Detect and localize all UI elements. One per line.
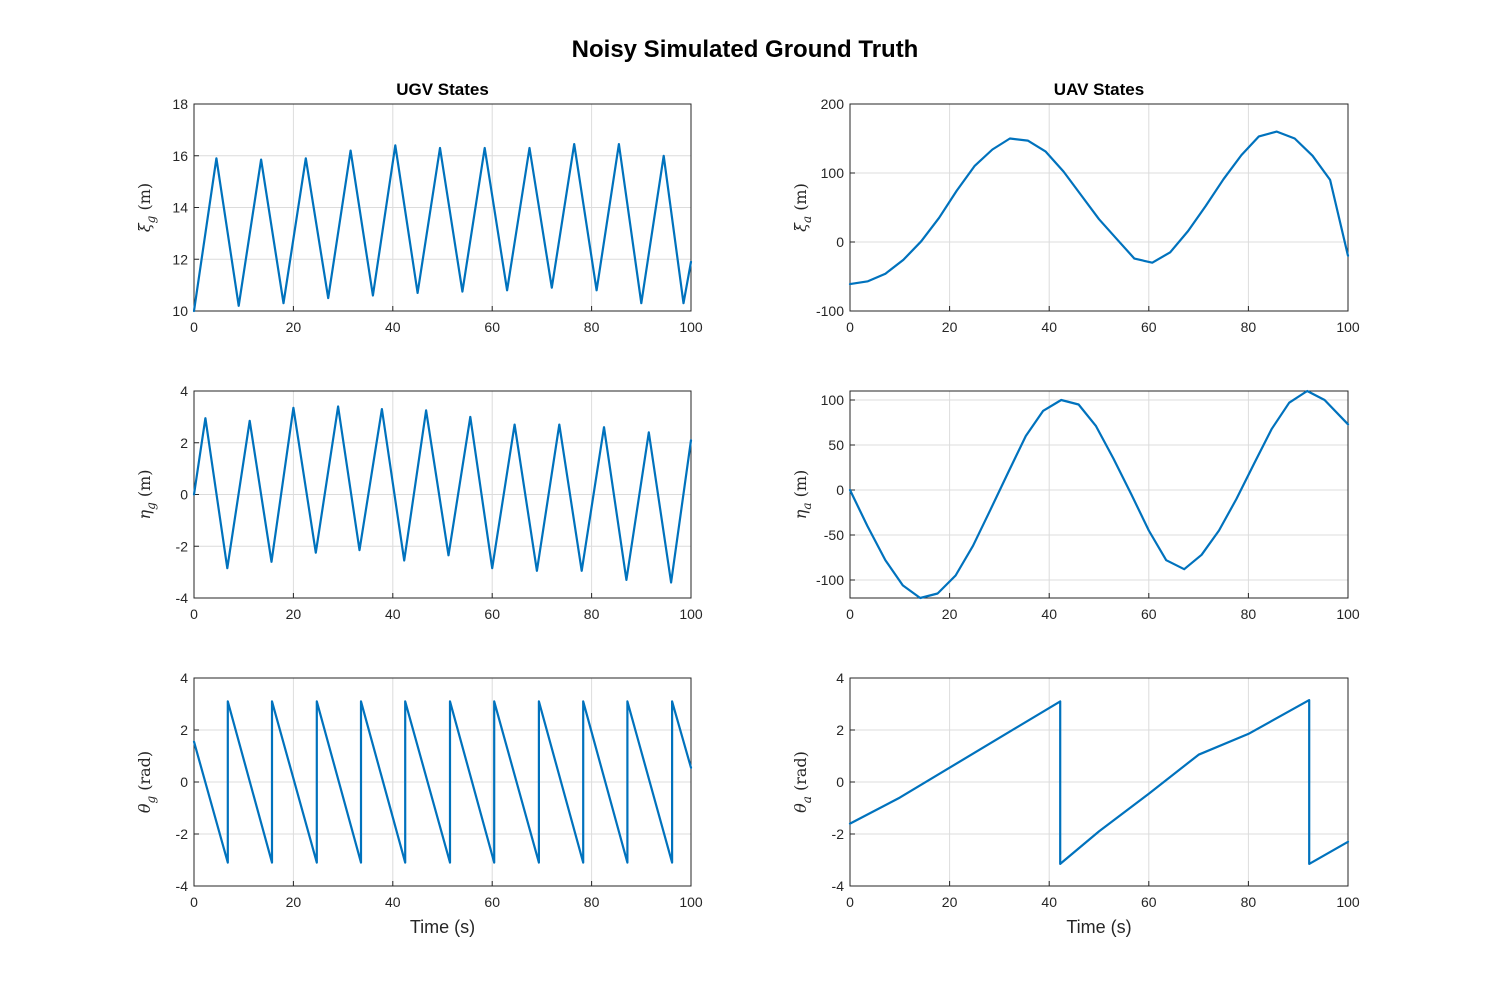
y-tick-label: 2 [180, 435, 188, 451]
y-tick-label: -100 [816, 303, 844, 319]
y-tick-label: 12 [172, 251, 188, 267]
series-line-ugv-theta [192, 700, 693, 864]
x-tick-label: 0 [846, 319, 854, 335]
y-tick-label: 4 [180, 670, 188, 686]
x-tick-label: 80 [1241, 319, 1257, 335]
x-tick-label: 60 [1141, 319, 1157, 335]
x-tick-label: 20 [286, 894, 302, 910]
x-tick-label: 40 [385, 319, 401, 335]
figure-title: Noisy Simulated Ground Truth [571, 36, 919, 63]
x-tick-label: 100 [679, 606, 703, 622]
y-tick-label: -50 [824, 527, 844, 543]
y-tick-label: -2 [832, 826, 845, 842]
y-tick-label: 2 [180, 722, 188, 738]
series-line-ugv-xi [192, 143, 693, 313]
y-tick-label: 0 [836, 482, 844, 498]
x-axis-label: Time (s) [1066, 917, 1131, 937]
y-tick-label: 50 [828, 437, 844, 453]
x-tick-label: 40 [385, 606, 401, 622]
x-tick-label: 20 [286, 606, 302, 622]
axes-box [849, 677, 1349, 887]
x-tick-label: 20 [942, 606, 958, 622]
x-tick-label: 60 [484, 606, 500, 622]
x-tick-label: 100 [1336, 319, 1360, 335]
x-tick-label: 60 [484, 894, 500, 910]
x-tick-label: 100 [1336, 606, 1360, 622]
axes-box [193, 103, 692, 312]
y-tick-label: -100 [816, 572, 844, 588]
x-tick-label: 60 [1141, 606, 1157, 622]
y-tick-label: -2 [176, 826, 189, 842]
series-line-uav-xi [848, 130, 1350, 286]
axes-uav-eta: 0 20 40 60 80 100 -100 -50 0 50 100 ηa (m) [791, 389, 1360, 622]
subplot-title: UGV States [396, 80, 489, 99]
y-axis-label: ξg (m) [135, 183, 158, 232]
y-tick-label: 4 [180, 383, 188, 399]
y-tick-label: 10 [172, 303, 188, 319]
y-axis-label: θg (rad) [135, 751, 158, 813]
y-tick-label: 2 [836, 722, 844, 738]
x-tick-label: 60 [1141, 894, 1157, 910]
y-tick-label: 14 [172, 200, 188, 216]
series-line-ugv-eta [192, 405, 693, 584]
y-tick-label: 4 [836, 670, 844, 686]
x-tick-label: 80 [584, 894, 600, 910]
series-line-uav-theta [848, 698, 1350, 866]
series-line-uav-eta [848, 389, 1350, 600]
x-tick-label: 80 [584, 606, 600, 622]
axes-uav-theta: 0 20 40 60 80 100 -4 -2 0 2 4 Time (s) θa (rad) [791, 670, 1360, 937]
x-tick-label: 0 [190, 606, 198, 622]
axes-box [193, 677, 692, 887]
y-tick-label: 16 [172, 148, 188, 164]
y-axis-label: ηa (m) [791, 470, 814, 520]
y-tick-label: 100 [821, 165, 845, 181]
plot-area [849, 390, 1349, 599]
x-tick-label: 100 [679, 319, 703, 335]
y-axis-label: ξa (m) [791, 183, 814, 232]
y-tick-label: 100 [821, 392, 845, 408]
x-tick-label: 0 [846, 894, 854, 910]
x-tick-label: 20 [942, 894, 958, 910]
x-tick-label: 100 [1336, 894, 1360, 910]
x-tick-label: 0 [846, 606, 854, 622]
y-tick-label: -4 [176, 590, 189, 606]
x-tick-label: 0 [190, 319, 198, 335]
y-tick-label: 18 [172, 96, 188, 112]
x-tick-label: 40 [1041, 894, 1057, 910]
x-tick-label: 40 [385, 894, 401, 910]
y-tick-label: 0 [836, 234, 844, 250]
axes-box [849, 390, 1349, 599]
x-axis-label: Time (s) [410, 917, 475, 937]
x-tick-label: 80 [1241, 606, 1257, 622]
x-tick-label: 40 [1041, 319, 1057, 335]
axes-ugv-theta: 0 20 40 60 80 100 -4 -2 0 2 4 Time (s) θg (rad) [135, 670, 703, 937]
x-tick-label: 20 [286, 319, 302, 335]
y-tick-label: 200 [821, 96, 845, 112]
y-tick-label: 0 [180, 774, 188, 790]
x-tick-label: 60 [484, 319, 500, 335]
y-tick-label: -4 [832, 878, 845, 894]
x-tick-label: 100 [679, 894, 703, 910]
axes-box [849, 103, 1349, 312]
y-tick-label: -4 [176, 878, 189, 894]
x-tick-label: 0 [190, 894, 198, 910]
y-tick-label: -2 [176, 538, 189, 554]
y-tick-label: 0 [836, 774, 844, 790]
x-tick-label: 80 [1241, 894, 1257, 910]
subplot-title: UAV States [1054, 80, 1144, 99]
x-tick-label: 80 [584, 319, 600, 335]
y-axis-label: θa (rad) [791, 751, 814, 813]
y-axis-label: ηg (m) [135, 469, 158, 519]
x-tick-label: 20 [942, 319, 958, 335]
axes-ugv-xi: 0 20 40 60 80 100 10 12 14 16 18 UGV States ξg (m) [135, 80, 703, 335]
axes-ugv-eta: 0 20 40 60 80 100 -4 -2 0 2 4 ηg (m) [135, 383, 703, 622]
x-tick-label: 40 [1041, 606, 1057, 622]
plot-area [849, 103, 1349, 312]
y-tick-label: 0 [180, 487, 188, 503]
